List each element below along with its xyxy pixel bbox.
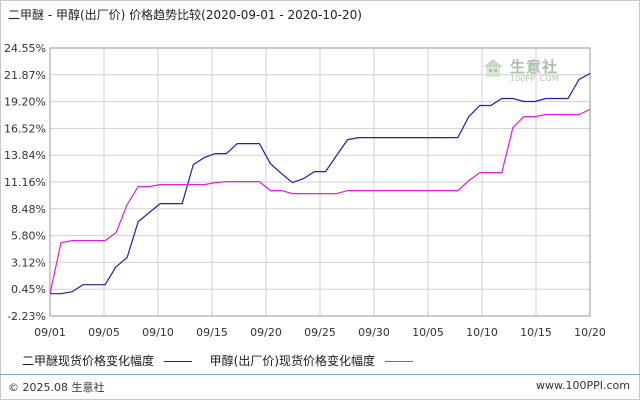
y-tick-label: 3.12%	[11, 256, 46, 269]
series-line-1	[50, 72, 591, 295]
watermark-name: 生意社	[510, 58, 559, 76]
legend-label-series1: 二甲醚现货价格变化幅度	[22, 354, 155, 368]
series-lines	[49, 72, 591, 295]
y-tick-label: -2.23%	[7, 310, 46, 323]
legend-label-series2: 甲醇(出厂价)现货价格变化幅度	[209, 354, 376, 368]
y-tick-label: 21.87%	[4, 69, 46, 82]
series-line-2	[49, 108, 591, 294]
y-tick-label: 5.80%	[11, 230, 46, 243]
y-tick-label: 8.48%	[11, 203, 46, 216]
y-tick-label: 16.52%	[4, 122, 46, 135]
x-tick-label: 09/01	[34, 326, 66, 339]
x-tick-label: 10/10	[466, 326, 498, 339]
x-tick-label: 09/25	[304, 326, 336, 339]
y-tick-label: 24.55%	[4, 42, 46, 55]
x-tick-label: 10/15	[520, 326, 552, 339]
x-tick-label: 09/05	[88, 326, 120, 339]
x-tick-label: 09/15	[196, 326, 228, 339]
x-tick-label: 09/30	[358, 326, 390, 339]
grid-lines	[50, 48, 590, 316]
x-tick-label: 09/20	[250, 326, 282, 339]
footer-divider	[0, 374, 640, 375]
x-tick-label: 09/10	[142, 326, 174, 339]
legend-item-series1: 二甲醚现货价格变化幅度	[22, 352, 192, 369]
y-tick-label: 11.16%	[4, 176, 46, 189]
y-tick-label: 0.45%	[11, 283, 46, 296]
chart-title: 二甲醚 - 甲醇(出厂价) 价格趋势比较(2020-09-01 - 2020-1…	[8, 8, 362, 22]
legend-item-series2: 甲醇(出厂价)现货价格变化幅度	[210, 352, 413, 369]
y-tick-label: 13.84%	[4, 149, 46, 162]
legend-swatch-series1	[163, 361, 192, 362]
x-tick-labels: 09/01 09/05 09/10 09/15 09/20 09/25 09/30 10/05…	[34, 326, 606, 339]
y-tick-label: 19.20%	[4, 96, 46, 109]
x-tick-label: 10/05	[412, 326, 444, 339]
footer-url: www.100PPI.com	[536, 379, 630, 392]
watermark: 生意社 100PPI.COM	[482, 56, 582, 86]
house-logo-icon	[483, 59, 503, 77]
watermark-url: 100PPI.COM	[510, 74, 559, 83]
footer-copyright: © 2025.08 生意社	[8, 381, 105, 394]
legend-swatch-series2	[384, 361, 413, 362]
plot-area-border	[49, 47, 591, 317]
legend: 二甲醚现货价格变化幅度 甲醇(出厂价)现货价格变化幅度	[22, 352, 419, 369]
y-tick-labels: 24.55% 21.87% 19.20% 16.52% 13.84% 11.16% 8.48…	[4, 42, 46, 323]
x-tick-label: 10/20	[574, 326, 606, 339]
